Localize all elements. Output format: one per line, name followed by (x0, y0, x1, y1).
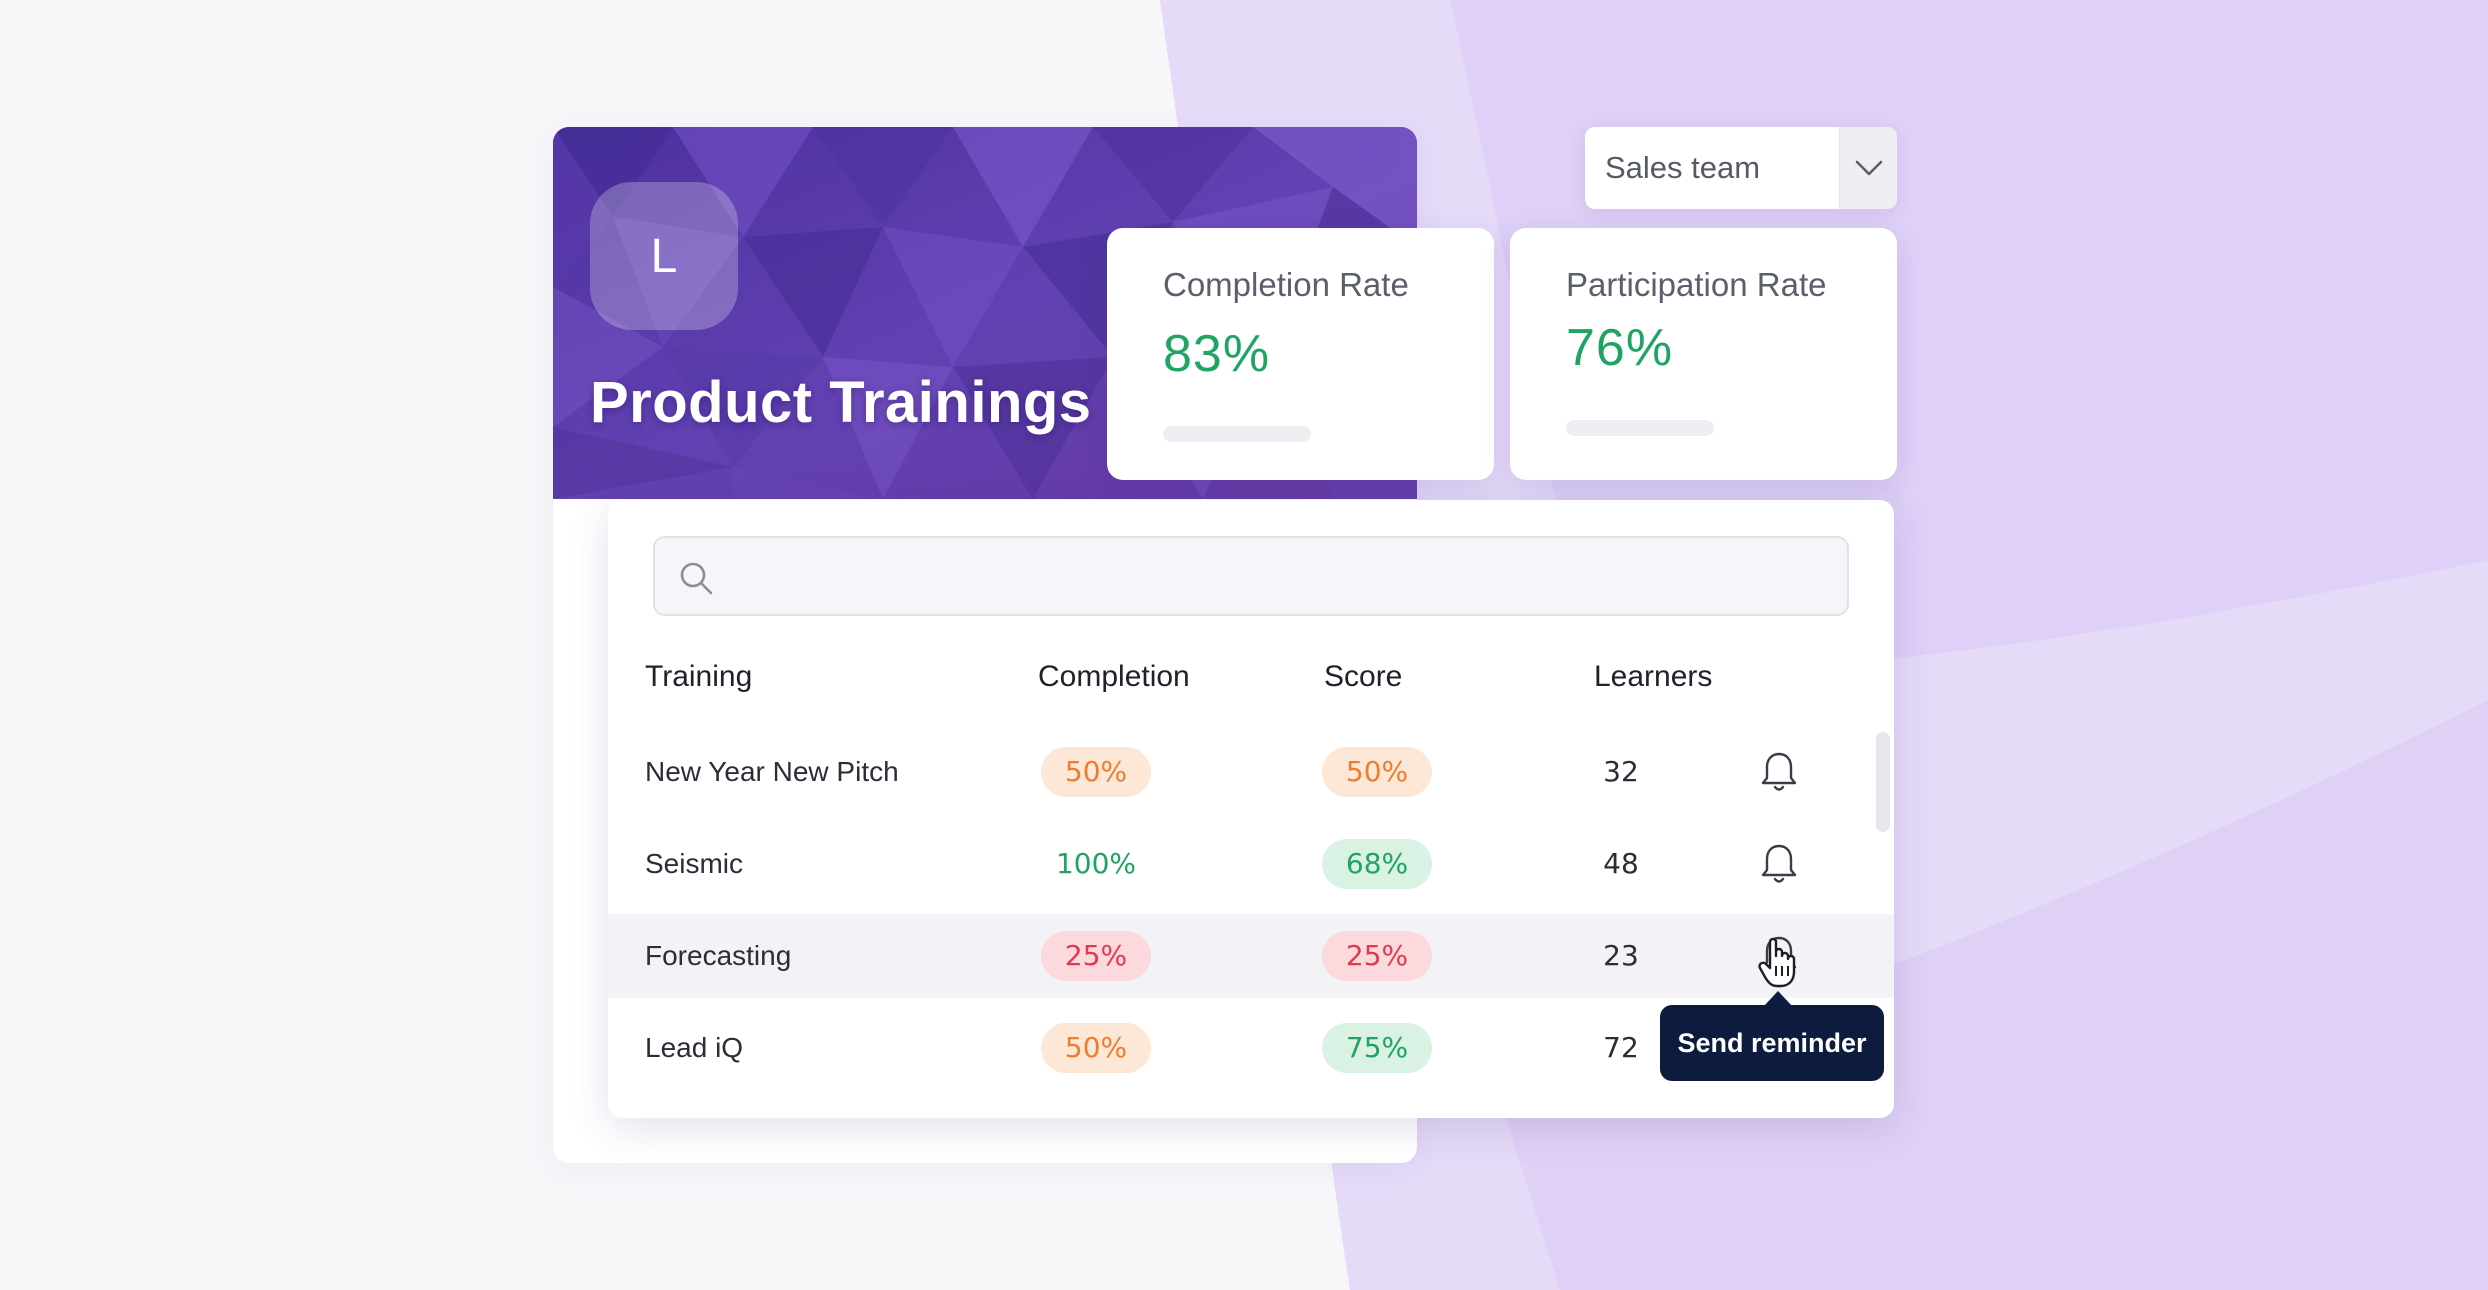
team-filter-value: Sales team (1605, 150, 1761, 185)
column-header-training[interactable]: Training (645, 660, 753, 693)
table-row[interactable]: Seismic 100% 68% 48 (608, 822, 1894, 906)
column-header-completion[interactable]: Completion (1038, 660, 1190, 693)
completion-rate-bar (1163, 426, 1311, 442)
course-logo-letter: L (650, 229, 678, 283)
completion-badge: 50% (1041, 1023, 1151, 1073)
participation-rate-card: Participation Rate 76% (1510, 228, 1897, 480)
score-badge: 25% (1322, 931, 1432, 981)
participation-rate-bar (1566, 420, 1714, 436)
learners-count: 72 (1603, 1031, 1639, 1064)
trainings-table-card: Training Completion Score Learners New Y… (608, 500, 1894, 1118)
score-badge: 75% (1322, 1023, 1432, 1073)
table-row[interactable]: Forecasting 25% 25% 23 (608, 914, 1894, 998)
score-badge: 50% (1322, 747, 1432, 797)
bell-icon[interactable] (1756, 749, 1802, 795)
page-title: Product Trainings (590, 370, 1092, 435)
bell-icon[interactable] (1756, 841, 1802, 887)
training-name: Seismic (645, 848, 744, 879)
completion-badge: 25% (1041, 931, 1151, 981)
search-icon (680, 562, 713, 595)
table-scrollbar[interactable] (1876, 732, 1890, 832)
column-header-score[interactable]: Score (1324, 660, 1403, 693)
hand-cursor-icon (1758, 937, 1796, 988)
course-logo: L (590, 182, 738, 330)
learners-count: 48 (1603, 847, 1639, 880)
learners-count: 23 (1603, 939, 1639, 972)
team-filter-dropdown[interactable]: Sales team (1585, 127, 1897, 209)
send-reminder-tooltip: Send reminder (1660, 1005, 1884, 1081)
participation-rate-value: 76% (1566, 319, 1674, 377)
completion-badge: 100% (1055, 847, 1137, 880)
column-header-learners[interactable]: Learners (1594, 660, 1713, 693)
training-name: Forecasting (645, 940, 792, 971)
completion-badge: 50% (1041, 747, 1151, 797)
participation-rate-label: Participation Rate (1566, 266, 1827, 303)
training-name: New Year New Pitch (645, 756, 899, 787)
tooltip-arrow (1764, 991, 1792, 1006)
score-badge: 68% (1322, 839, 1432, 889)
chevron-down-icon[interactable] (1839, 127, 1897, 209)
search-field[interactable] (653, 536, 1849, 616)
completion-rate-card: Completion Rate 83% (1107, 228, 1494, 480)
completion-rate-label: Completion Rate (1163, 266, 1409, 303)
table-row[interactable]: Lead iQ 50% 75% 72 (608, 1006, 1894, 1090)
learners-count: 32 (1603, 755, 1639, 788)
completion-rate-value: 83% (1163, 325, 1271, 383)
search-input[interactable] (735, 538, 1835, 614)
table-row[interactable]: New Year New Pitch 50% 50% 32 (608, 730, 1894, 814)
training-name: Lead iQ (645, 1032, 744, 1063)
